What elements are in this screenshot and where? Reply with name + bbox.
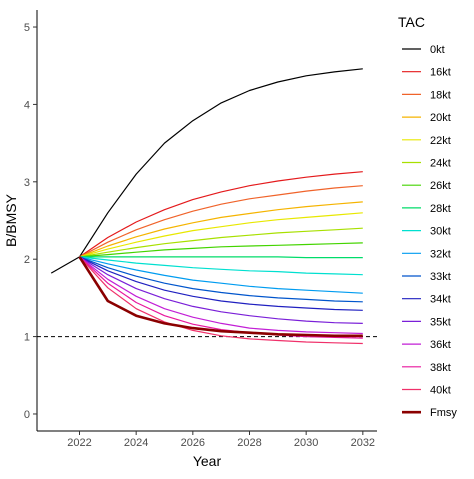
legend-label-38kt: 38kt xyxy=(430,362,451,374)
series-line-26kt xyxy=(79,242,363,258)
y-tick-label: 0 xyxy=(24,409,30,421)
lines-layer xyxy=(37,68,377,345)
series-line-28kt xyxy=(79,256,363,259)
legend-label-0kt: 0kt xyxy=(430,44,445,56)
series-line-0kt xyxy=(50,68,363,274)
series-line-38kt xyxy=(79,256,363,339)
series-line-30kt xyxy=(79,256,363,276)
legend-label-32kt: 32kt xyxy=(430,248,451,260)
y-tick-label: 4 xyxy=(24,99,30,111)
legend-label-26kt: 26kt xyxy=(430,180,451,192)
x-tick-label: 2022 xyxy=(67,437,91,449)
legend-label-18kt: 18kt xyxy=(430,89,451,101)
y-tick-label: 2 xyxy=(24,254,30,266)
legend-label-20kt: 20kt xyxy=(430,112,451,124)
series-line-16kt xyxy=(79,171,363,258)
x-axis-title: Year xyxy=(193,453,222,469)
series-line-36kt xyxy=(79,256,363,335)
y-axis-title: B/BMSY xyxy=(3,193,19,247)
legend-label-30kt: 30kt xyxy=(430,226,451,238)
series-line-Fmsy xyxy=(78,256,363,338)
x-tick-label: 2028 xyxy=(237,437,261,449)
legend-label-36kt: 36kt xyxy=(430,339,451,351)
series-line-22kt xyxy=(79,212,363,258)
series-line-18kt xyxy=(79,185,363,258)
series-line-24kt xyxy=(79,227,363,258)
series-line-34kt xyxy=(79,256,363,311)
series-line-33kt xyxy=(79,256,363,303)
y-tick-label: 1 xyxy=(24,332,30,344)
series-line-32kt xyxy=(79,256,363,294)
legend-label-34kt: 34kt xyxy=(430,294,451,306)
series-line-40kt xyxy=(79,256,363,345)
x-tick-label: 2026 xyxy=(181,437,205,449)
x-tick-label: 2030 xyxy=(294,437,318,449)
x-tick-label: 2024 xyxy=(124,437,148,449)
x-tick-label: 2032 xyxy=(351,437,375,449)
legend: TAC 0kt 16kt 18kt 20kt 22kt 24kt 26kt 28kt 30kt 3… xyxy=(398,14,457,419)
legend-title: TAC xyxy=(398,14,425,30)
legend-label-16kt: 16kt xyxy=(430,67,451,79)
series-line-20kt xyxy=(79,201,363,258)
series-line-35kt xyxy=(79,256,363,324)
legend-label-22kt: 22kt xyxy=(430,135,451,147)
legend-label-28kt: 28kt xyxy=(430,203,451,215)
legend-label-35kt: 35kt xyxy=(430,316,451,328)
legend-label-24kt: 24kt xyxy=(430,158,451,170)
legend-label-Fmsy: Fmsy xyxy=(430,407,457,419)
legend-label-33kt: 33kt xyxy=(430,271,451,283)
legend-label-40kt: 40kt xyxy=(430,385,451,397)
y-tick-label: 5 xyxy=(24,22,30,34)
axes-layer: 0 1 2 3 4 5 2022 2024 2026 2028 2030 2032 xyxy=(24,10,377,449)
y-tick-label: 3 xyxy=(24,177,30,189)
